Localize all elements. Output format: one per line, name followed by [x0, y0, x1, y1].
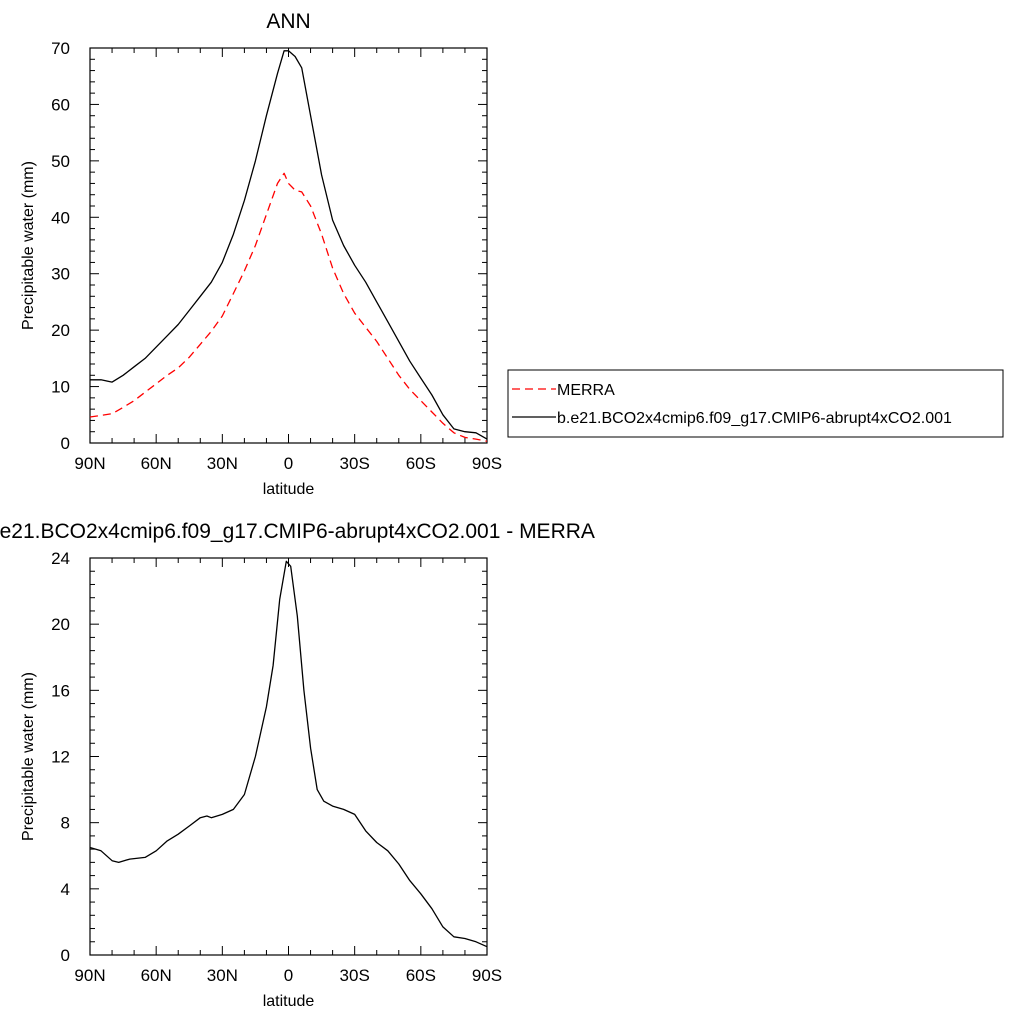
x-tick-label: 90N: [74, 454, 105, 473]
y-tick-label: 16: [51, 681, 70, 700]
top-panel: ANN 90N 60N 30N 0 30S 60S 90S 0 10 20 30 40 50 60 70 lat…: [20, 10, 502, 498]
plot-frame: [89, 47, 488, 444]
x-tick-label: 60S: [406, 966, 436, 985]
plot-frame: [89, 557, 488, 956]
series-line-0: [89, 560, 488, 948]
y-axis-label: Precipitable water (mm): [20, 161, 37, 330]
y-tick-label: 8: [61, 814, 70, 833]
chart-title: b.e21.BCO2x4cmip6.f09_g17.CMIP6-abrupt4x…: [0, 520, 595, 543]
y-tick-label: 0: [61, 434, 70, 453]
y-axis-label: Precipitable water (mm): [20, 672, 37, 841]
x-tick-label: 0: [284, 966, 293, 985]
x-tick-label: 90S: [472, 966, 502, 985]
y-tick-label: 60: [51, 95, 70, 114]
chart-title: ANN: [266, 10, 310, 33]
x-tick-label: 0: [284, 454, 293, 473]
series-line-1: [90, 50, 488, 440]
y-tick-label: 10: [51, 378, 70, 397]
x-tick-label: 90S: [472, 454, 502, 473]
x-tick-label: 30S: [340, 454, 370, 473]
y-tick-label: 4: [61, 880, 70, 899]
series-line-0: [89, 172, 488, 442]
y-tick-label: 0: [61, 946, 70, 965]
bottom-panel: b.e21.BCO2x4cmip6.f09_g17.CMIP6-abrupt4x…: [0, 520, 595, 1010]
y-tick-label: 50: [51, 152, 70, 171]
x-tick-label: 30N: [207, 454, 238, 473]
y-tick-label: 30: [51, 265, 70, 284]
y-tick-label: 24: [51, 549, 70, 568]
x-tick-label: 60N: [141, 454, 172, 473]
y-tick-label: 20: [51, 615, 70, 634]
legend-label-0: MERRA: [557, 382, 615, 399]
y-tick-label: 12: [51, 748, 70, 767]
legend-label-1: b.e21.BCO2x4cmip6.f09_g17.CMIP6-abrupt4x…: [557, 410, 952, 427]
y-tick-label: 70: [51, 39, 70, 58]
x-tick-label: 60S: [406, 454, 436, 473]
y-tick-label: 20: [51, 321, 70, 340]
y-tick-label: 40: [51, 208, 70, 227]
x-tick-label: 30S: [340, 966, 370, 985]
x-tick-label: 30N: [207, 966, 238, 985]
x-axis-label: latitude: [263, 481, 315, 498]
legend-box: [507, 369, 1004, 438]
legend: MERRA b.e21.BCO2x4cmip6.f09_g17.CMIP6-abr…: [507, 369, 1004, 438]
x-tick-label: 90N: [74, 966, 105, 985]
x-axis-label: latitude: [263, 993, 315, 1010]
x-tick-label: 60N: [141, 966, 172, 985]
